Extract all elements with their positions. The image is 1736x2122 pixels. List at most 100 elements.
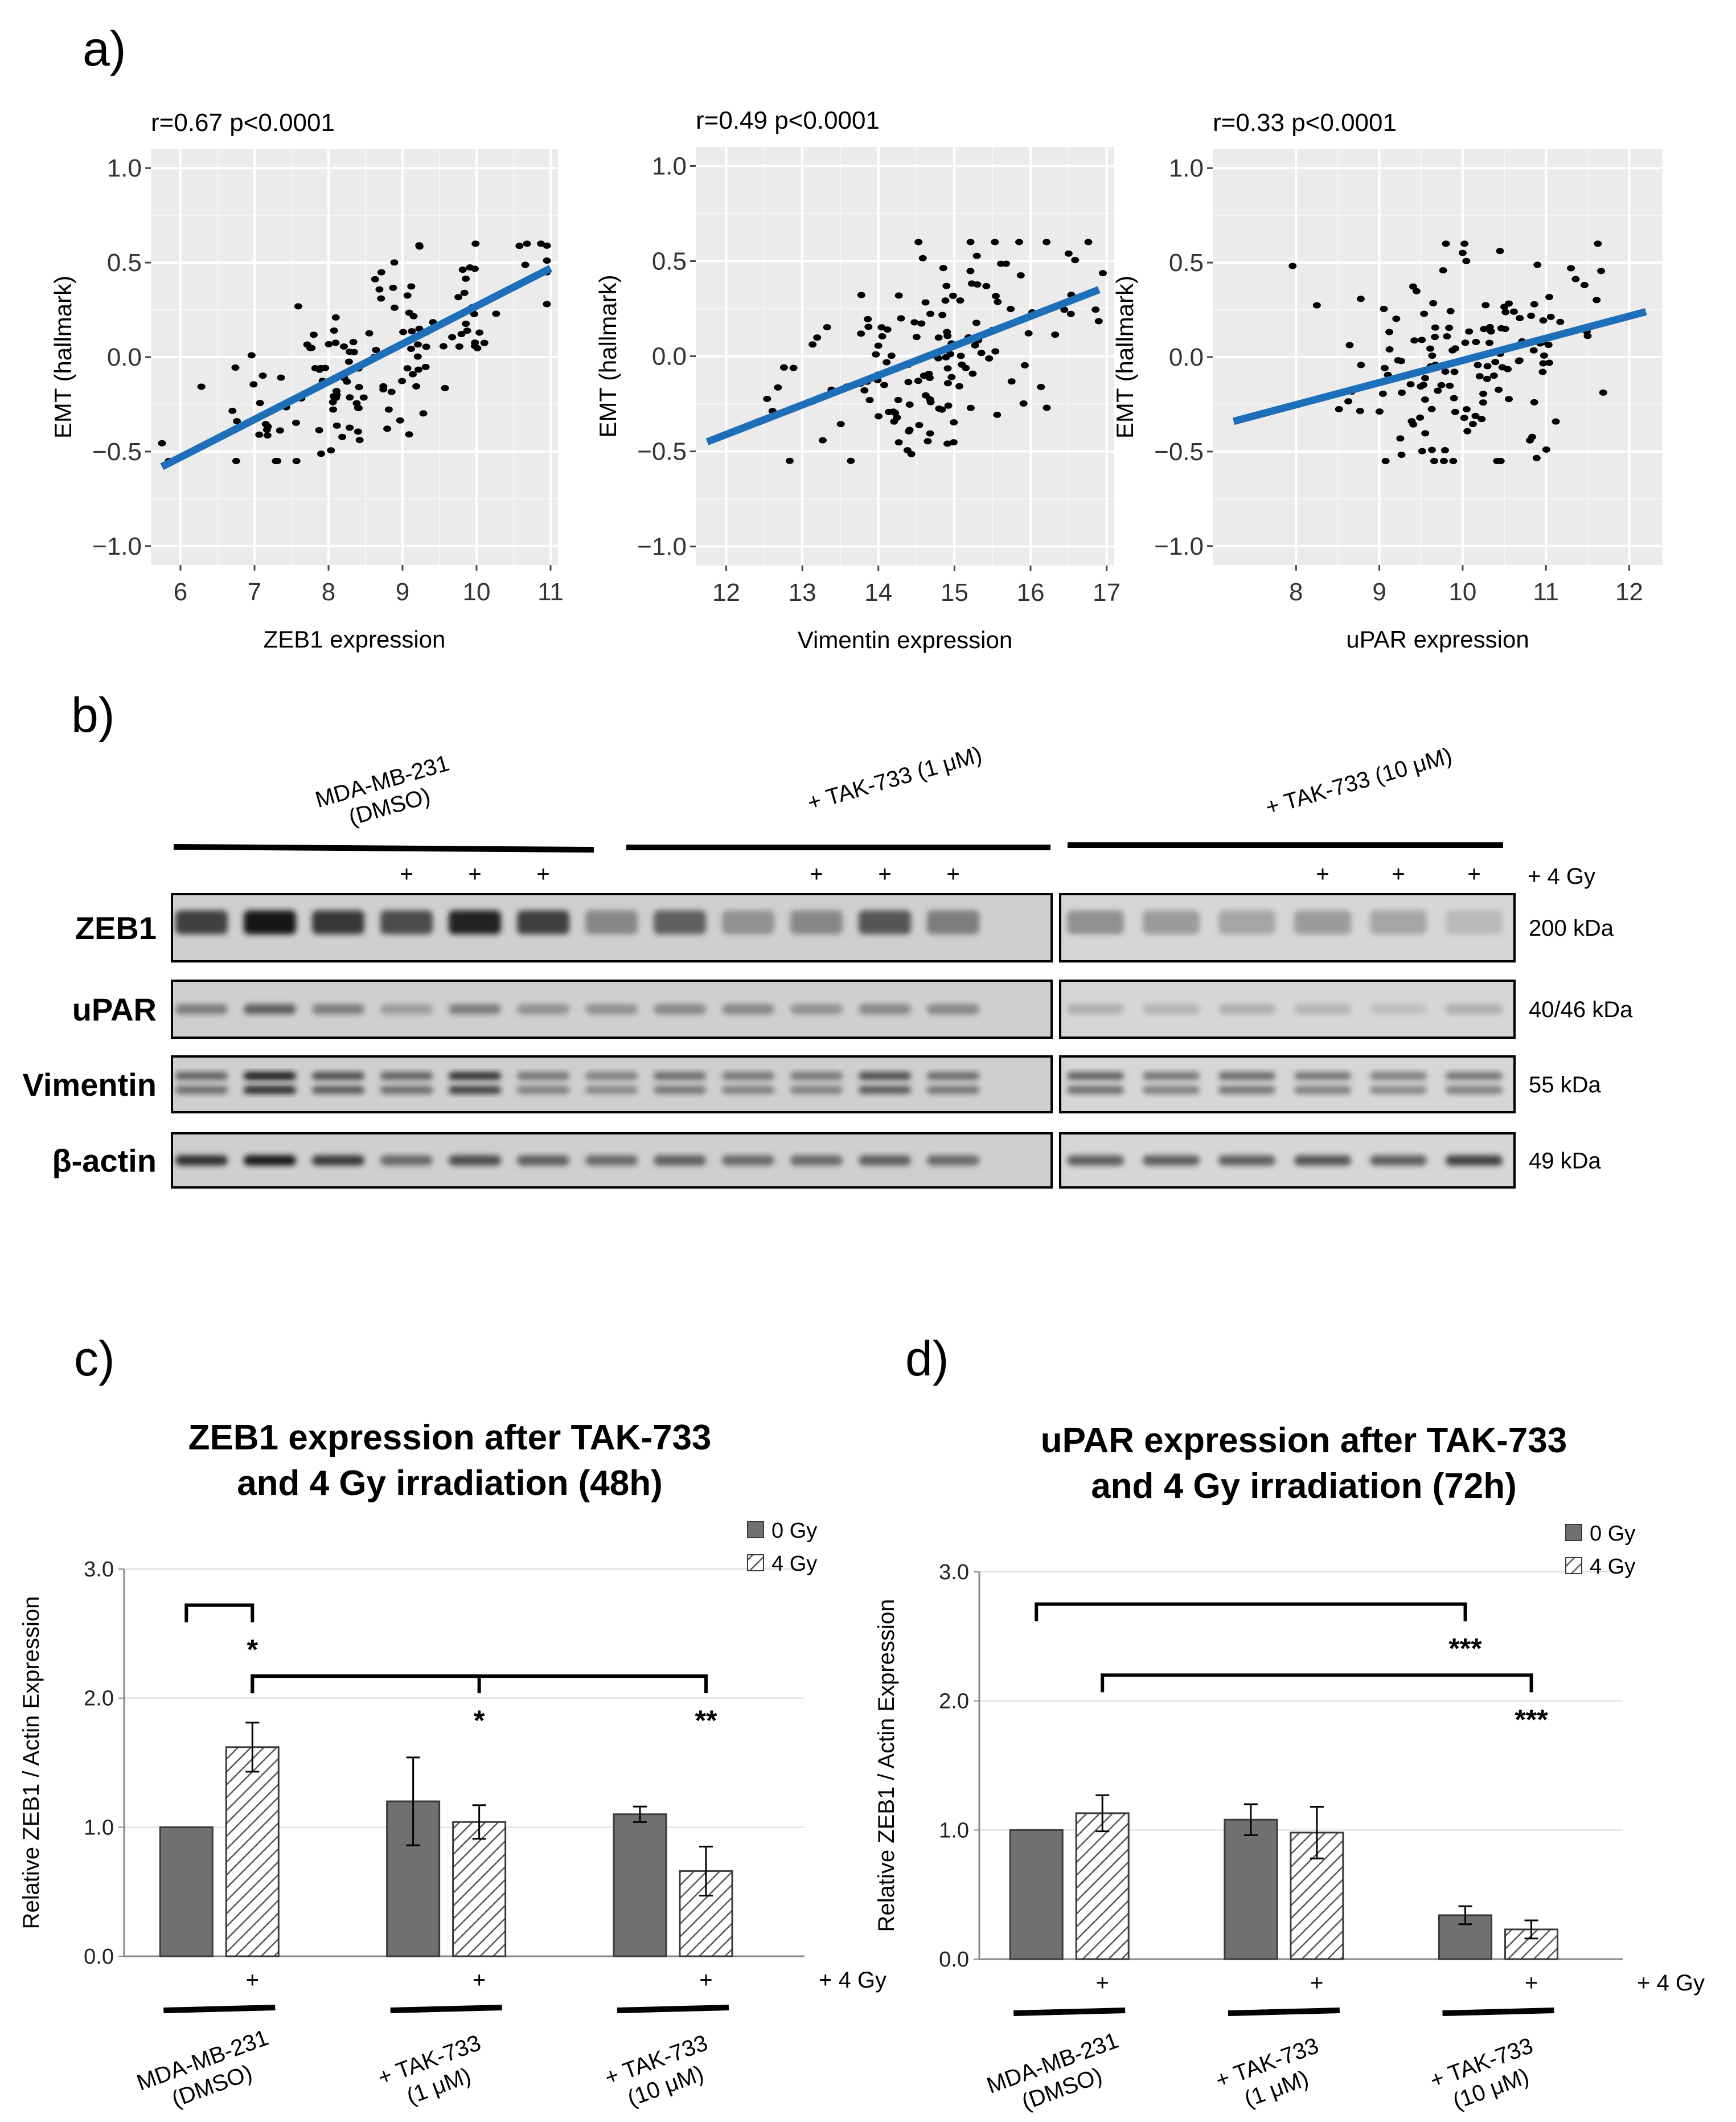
irradiation-plus: + — [878, 862, 891, 887]
scatter-point — [880, 382, 888, 388]
western-blot: MDA-MB-231(DMSO) + TAK-733 (1 μM) + TAK-73… — [23, 742, 1633, 1189]
scatter-point — [315, 427, 323, 433]
x-tick-label: 14 — [864, 579, 892, 607]
scatter-point — [197, 383, 206, 390]
scatter-point — [1020, 362, 1029, 368]
y-tick-label: 0.0 — [939, 1948, 969, 1972]
blot-band — [244, 1155, 296, 1166]
scatter-point — [912, 334, 921, 341]
scatter-point — [1496, 248, 1504, 255]
scatter-point — [1380, 364, 1389, 371]
blot-band — [517, 1155, 569, 1166]
blot-band — [380, 1004, 433, 1014]
irradiation-label: + 4 Gy — [1637, 1971, 1705, 1996]
scatter-point — [1583, 333, 1592, 339]
blot-band — [1294, 1085, 1351, 1094]
scatter-point — [1515, 358, 1523, 364]
scatter-point — [949, 439, 958, 446]
scatter-point — [1505, 396, 1513, 403]
scatter-point — [921, 392, 930, 399]
blot-band — [654, 1085, 706, 1094]
scatter-point — [1396, 435, 1405, 442]
scatter-point — [460, 289, 469, 296]
blot-band — [722, 1072, 774, 1080]
blot-band — [790, 1004, 843, 1014]
category-label: + TAK-733(1 μM) — [1212, 2033, 1331, 2119]
scatter-point — [403, 292, 412, 299]
scatter-point — [1418, 337, 1426, 343]
blot-band — [859, 910, 911, 935]
legend-entry: 4 Gy — [1590, 1555, 1635, 1579]
blot-band — [175, 910, 228, 935]
blot-band — [1218, 1004, 1275, 1014]
blot-band — [517, 1072, 569, 1080]
blot-band — [654, 1004, 706, 1014]
blot-band — [654, 910, 706, 935]
panel-label-d: d) — [905, 1332, 949, 1386]
y-axis-label: EMT (hallmark) — [1111, 276, 1138, 439]
legend-entry: 4 Gy — [771, 1552, 817, 1576]
scatter-point — [421, 363, 430, 370]
y-axis-label: Relative ZEB1 / Actin Expression — [874, 1599, 899, 1932]
scatter-point — [1443, 333, 1451, 340]
scatter-plot-zeb1: 6 7 8 9 10 11 −1.0 −0.5 0.0 0.5 1.0 r=0.67 p<0.0001… — [50, 109, 564, 653]
x-tick-label: 9 — [396, 578, 409, 606]
scatter-point — [346, 394, 354, 401]
scatter-point — [875, 413, 883, 420]
scatter-point — [914, 378, 922, 384]
scatter-point — [407, 345, 416, 352]
correlation-stat: r=0.49 p<0.0001 — [696, 106, 880, 134]
scatter-point — [943, 440, 952, 447]
scatter-point — [946, 351, 955, 358]
x-tick-label: 12 — [712, 579, 740, 607]
blot-band — [1067, 910, 1124, 935]
blot-band — [722, 1155, 774, 1166]
scatter-point — [249, 381, 258, 388]
scatter-point — [1533, 261, 1542, 268]
scatter-point — [233, 418, 241, 425]
blot-band — [927, 1085, 979, 1094]
significance-label: * — [474, 1705, 485, 1736]
scatter-point — [1385, 346, 1394, 353]
y-axis-label: EMT (hallmark) — [50, 276, 76, 439]
scatter-point — [1392, 316, 1401, 322]
y-tick-label: −0.5 — [1154, 438, 1204, 466]
scatter-point — [1545, 294, 1554, 301]
scatter-point — [413, 341, 422, 348]
scatter-point — [408, 328, 416, 335]
irradiation-plus: + — [473, 1968, 486, 1993]
irradiation-plus: + — [246, 1968, 259, 1993]
scatter-point — [1556, 318, 1565, 325]
blot-band — [722, 910, 774, 935]
scatter-point — [158, 440, 166, 446]
irradiation-plus: + — [699, 1968, 712, 1993]
scatter-point — [1409, 421, 1418, 428]
x-tick-label: 15 — [941, 579, 968, 607]
scatter-point — [883, 359, 891, 366]
scatter-point — [1007, 305, 1015, 312]
blot-band — [654, 1072, 706, 1080]
blot-band — [312, 1072, 364, 1080]
blot-band — [1294, 1004, 1351, 1014]
scatter-point — [1345, 342, 1354, 349]
blot-row-label: uPAR — [72, 992, 157, 1027]
scatter-point — [1450, 395, 1458, 402]
scatter-point — [1525, 437, 1534, 444]
scatter-point — [330, 327, 338, 334]
blot-band — [585, 1155, 638, 1166]
scatter-point — [1375, 408, 1384, 415]
scatter-point — [1468, 421, 1477, 428]
bar-4gy — [452, 1821, 507, 1957]
scatter-point — [1094, 318, 1103, 325]
scatter-point — [941, 297, 950, 304]
scatter-point — [1483, 375, 1491, 382]
scatter-point — [1460, 415, 1468, 421]
blot-band — [1446, 1155, 1503, 1166]
scatter-point — [789, 364, 798, 371]
scatter-point — [475, 329, 484, 336]
scatter-point — [915, 421, 924, 428]
scatter-point — [982, 282, 991, 289]
scatter-point — [1416, 414, 1425, 421]
scatter-point — [813, 334, 822, 341]
blot-band — [1446, 910, 1503, 935]
